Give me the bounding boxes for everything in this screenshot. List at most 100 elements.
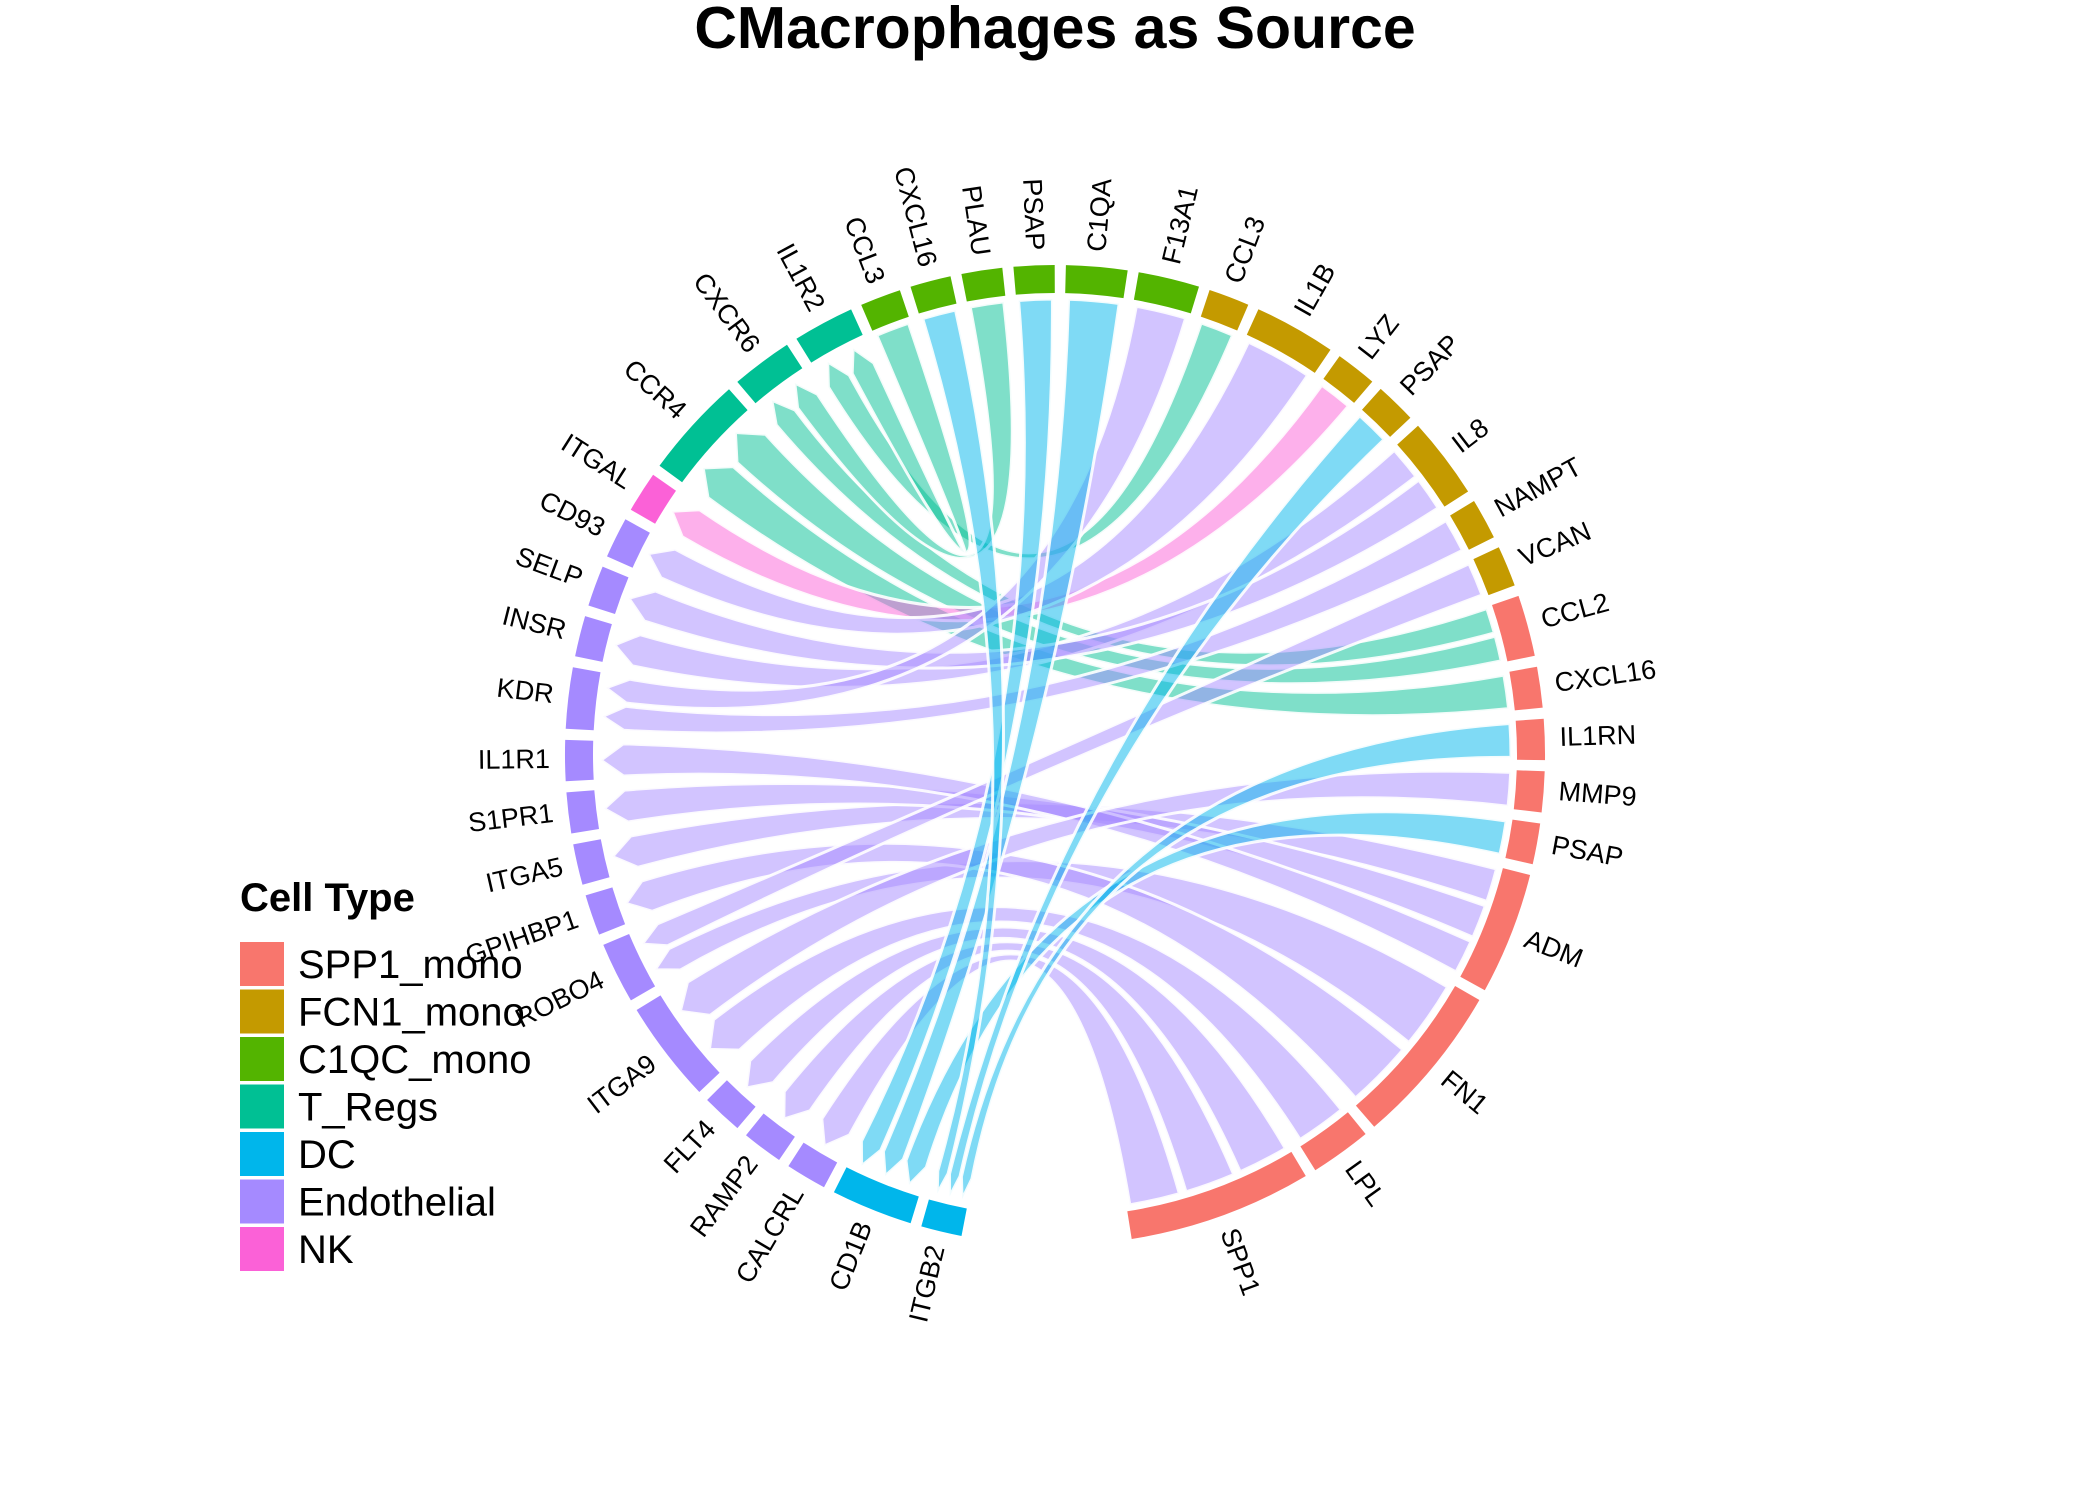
legend-label-fcn1_mono: FCN1_mono [298,991,525,1035]
sector-psap-fcn1_mono [1362,388,1411,437]
sector-il8-fcn1_mono [1397,425,1469,507]
sector-cd1b-dc [833,1167,919,1224]
link-fn1-to-gpihbp1 [623,841,1406,1101]
link-cxcl16-to-itgb2 [920,308,1005,1195]
gene-label-plau: PLAU [956,183,996,257]
legend: Cell Type SPP1_monoFCN1_monoC1QC_monoT_R… [240,876,531,1272]
link-il1b-to-cd93 [645,340,1310,636]
gene-label-ccl3: CCL3 [1219,212,1272,287]
gene-label-cxcl16: CXCL16 [1553,654,1658,698]
sector-f13a1-c1qc_mono [1133,272,1199,314]
gene-label-nampt: NAMPT [1489,451,1586,523]
chart-title: CMacrophages as Source [694,0,1415,61]
sector-ccr4-t_regs [659,389,748,483]
sector-lyz-fcn1_mono [1323,356,1373,403]
sector-lpl-spp1_mono [1300,1112,1366,1171]
gene-label-spp1: SPP1 [1214,1224,1266,1299]
sectors-layer [564,265,1546,1239]
gene-label-robo4: ROBO4 [511,965,609,1034]
sector-insr-endothelial [575,616,612,662]
legend-swatch-fcn1_mono [240,989,284,1034]
sector-mmp9-spp1_mono [1513,770,1545,813]
gene-label-il1b: IL1B [1288,258,1341,321]
gene-label-cxcl16: CXCL16 [888,164,943,270]
gene-label-c1qa: C1QA [1081,177,1117,253]
sector-itgb2-dc [921,1199,967,1236]
link-spp1-to-flt4 [744,925,1288,1174]
sector-gpihbp1-endothelial [585,887,626,935]
gene-label-itgal: ITGAL [556,428,638,495]
gene-label-itgb2: ITGB2 [903,1242,950,1325]
gene-label-il1r2: IL1R2 [771,239,831,317]
gene-label-psap: PSAP [1549,830,1625,873]
link-mmp9-to-itga9 [678,769,1513,1017]
sector-ccl2-spp1_mono [1492,595,1535,662]
link-spp1-to-calcrl [820,952,1182,1207]
sector-plau-c1qc_mono [961,267,1006,302]
gene-label-lyz: LYZ [1352,309,1405,365]
sector-il1b-fcn1_mono [1246,309,1331,373]
legend-label-nk: NK [298,1228,354,1272]
legend-label-endothelial: Endothelial [298,1181,496,1225]
legend-label-t_regs: T_Regs [298,1086,438,1130]
link-c1qa-to-cd1b [881,297,1121,1180]
gene-label-lpl: LPL [1339,1155,1391,1212]
sector-adm-spp1_mono [1460,868,1531,991]
link-psap-to-cd1b [904,810,1508,1189]
sector-itgal-nk [630,474,676,524]
link-fn1-to-robo4 [652,859,1450,1045]
link-psap-to-itgb2 [947,413,1387,1198]
gene-label-mmp9: MMP9 [1558,776,1638,812]
gene-label-insr: INSR [499,600,569,645]
legend-label-c1qc_mono: C1QC_mono [298,1038,531,1082]
gene-label-ccl3: CCL3 [838,213,891,288]
sector-flt4-endothelial [707,1080,756,1129]
sector-s1pr1-endothelial [566,790,599,834]
legend-swatch-endothelial [240,1179,284,1224]
sector-ccl3-fcn1_mono [1200,290,1249,331]
sector-itga9-endothelial [636,995,720,1092]
sector-fn1-spp1_mono [1355,986,1480,1127]
gene-label-itga5: ITGA5 [483,852,566,899]
link-adm-to-il1r1 [598,742,1474,974]
sector-cd93-endothelial [607,519,650,568]
link-ccl2-to-ccr4 [733,430,1503,686]
gene-label-ccr4: CCR4 [618,354,693,426]
gene-label-psap: PSAP [1017,178,1050,251]
sector-vcan-fcn1_mono [1473,547,1515,596]
gene-label-cd93: CD93 [535,485,610,542]
legend-swatch-t_regs [240,1084,284,1129]
gene-label-il8: IL8 [1446,412,1494,459]
sector-cxcr6-t_regs [737,344,803,404]
sector-nampt-fcn1_mono [1450,501,1494,550]
legend-swatch-spp1_mono [240,942,284,986]
sector-kdr-endothelial [565,667,601,731]
gene-label-adm: ADM [1520,924,1587,974]
gene-label-cd1b: CD1B [823,1217,878,1295]
gene-label-ccl2: CCL2 [1538,587,1613,634]
legend-swatch-nk [240,1227,284,1271]
link-psap-to-cd1b [859,297,1054,1169]
gene-label-ramp2: RAMP2 [684,1150,764,1243]
sector-spp1-spp1_mono [1127,1151,1306,1239]
sector-robo4-endothelial [603,934,656,1001]
sector-ccl3-c1qc_mono [861,290,909,331]
link-il8-to-selp [626,477,1441,670]
sector-selp-endothelial [588,566,629,614]
sector-psap-spp1_mono [1505,819,1541,865]
link-lpl-to-itga9 [707,905,1344,1142]
gene-label-s1pr1: S1PR1 [467,798,556,838]
sector-psap-c1qc_mono [1013,265,1055,295]
link-spp1-to-ramp2 [782,940,1236,1194]
sector-calcrl-endothelial [788,1142,838,1188]
gene-label-flt4: FLT4 [658,1114,721,1179]
legend-title: Cell Type [240,876,415,920]
gene-label-vcan: VCAN [1514,516,1595,573]
legend-swatch-dc [240,1132,284,1176]
gene-label-cxcr6: CXCR6 [687,267,766,358]
sector-itga5-endothelial [573,839,610,885]
gene-label-il1rn: IL1RN [1559,720,1636,752]
link-il1rn-to-itgb2 [959,721,1513,1201]
sector-il1r1-endothelial [564,739,594,782]
